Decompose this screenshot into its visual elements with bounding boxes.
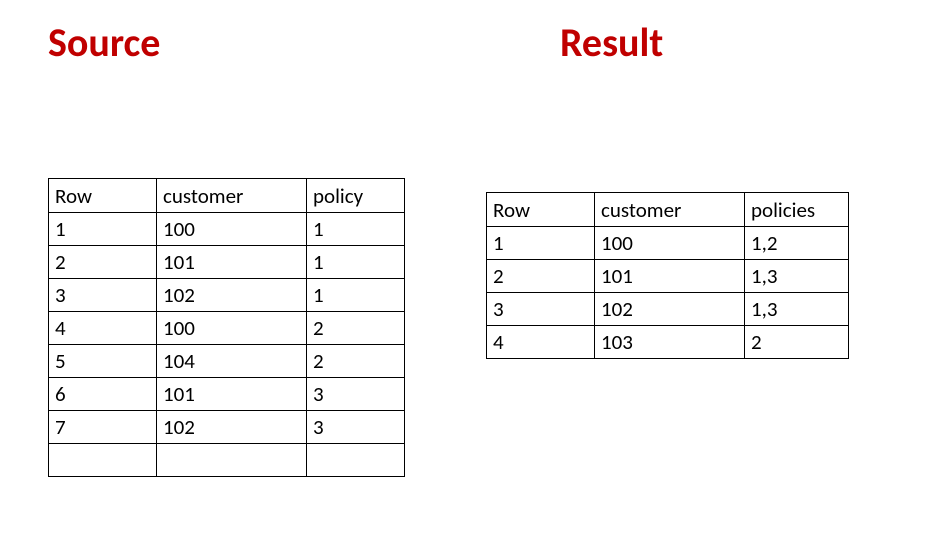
result-table-cell: 2 bbox=[487, 260, 595, 293]
result-table-cell: 102 bbox=[595, 293, 745, 326]
result-table: Rowcustomerpolicies11001,221011,331021,3… bbox=[486, 192, 849, 359]
source-table-header-row: Rowcustomerpolicy bbox=[49, 179, 405, 213]
result-table-cell: 3 bbox=[487, 293, 595, 326]
source-table-cell: 7 bbox=[49, 411, 157, 444]
source-table-cell: 4 bbox=[49, 312, 157, 345]
result-table-cell: 103 bbox=[595, 326, 745, 359]
result-table-cell: 2 bbox=[745, 326, 849, 359]
source-table-cell: 3 bbox=[307, 411, 405, 444]
source-table-cell: 104 bbox=[157, 345, 307, 378]
source-table-cell: 1 bbox=[307, 279, 405, 312]
result-table-cell: 101 bbox=[595, 260, 745, 293]
source-table-cell: 100 bbox=[157, 213, 307, 246]
source-table-cell: 101 bbox=[157, 246, 307, 279]
result-table-row: 21011,3 bbox=[487, 260, 849, 293]
source-table: Rowcustomerpolicy11001210113102141002510… bbox=[48, 178, 405, 477]
source-table-cell bbox=[49, 444, 157, 477]
result-table-cell: 1,3 bbox=[745, 293, 849, 326]
source-table-row: 71023 bbox=[49, 411, 405, 444]
result-table-cell: 100 bbox=[595, 227, 745, 260]
source-table-cell: 1 bbox=[307, 246, 405, 279]
source-table-cell: 102 bbox=[157, 411, 307, 444]
source-table-cell: 3 bbox=[49, 279, 157, 312]
source-table-cell: 1 bbox=[307, 213, 405, 246]
result-table-row: 11001,2 bbox=[487, 227, 849, 260]
source-table-cell bbox=[157, 444, 307, 477]
result-table-cell: 1,3 bbox=[745, 260, 849, 293]
result-table-header-cell: customer bbox=[595, 193, 745, 227]
source-table-row: 11001 bbox=[49, 213, 405, 246]
result-table-cell: 1 bbox=[487, 227, 595, 260]
source-table-row: 31021 bbox=[49, 279, 405, 312]
source-table-header-cell: Row bbox=[49, 179, 157, 213]
source-table-cell: 101 bbox=[157, 378, 307, 411]
source-table-cell: 2 bbox=[49, 246, 157, 279]
source-table-cell: 6 bbox=[49, 378, 157, 411]
result-table-header-row: Rowcustomerpolicies bbox=[487, 193, 849, 227]
source-table-header-cell: policy bbox=[307, 179, 405, 213]
source-table-cell: 2 bbox=[307, 345, 405, 378]
source-table-cell: 3 bbox=[307, 378, 405, 411]
result-table-row: 31021,3 bbox=[487, 293, 849, 326]
result-table-header-cell: Row bbox=[487, 193, 595, 227]
source-table-row bbox=[49, 444, 405, 477]
source-table-cell: 102 bbox=[157, 279, 307, 312]
result-table-cell: 4 bbox=[487, 326, 595, 359]
result-table-row: 41032 bbox=[487, 326, 849, 359]
source-table-row: 61013 bbox=[49, 378, 405, 411]
source-table-cell: 1 bbox=[49, 213, 157, 246]
source-table-cell: 2 bbox=[307, 312, 405, 345]
result-table-cell: 1,2 bbox=[745, 227, 849, 260]
source-table-row: 51042 bbox=[49, 345, 405, 378]
source-table-cell bbox=[307, 444, 405, 477]
heading-source: Source bbox=[48, 18, 160, 67]
heading-result: Result bbox=[560, 18, 663, 67]
source-table-cell: 5 bbox=[49, 345, 157, 378]
result-table-header-cell: policies bbox=[745, 193, 849, 227]
source-table-row: 21011 bbox=[49, 246, 405, 279]
source-table-header-cell: customer bbox=[157, 179, 307, 213]
source-table-cell: 100 bbox=[157, 312, 307, 345]
source-table-row: 41002 bbox=[49, 312, 405, 345]
